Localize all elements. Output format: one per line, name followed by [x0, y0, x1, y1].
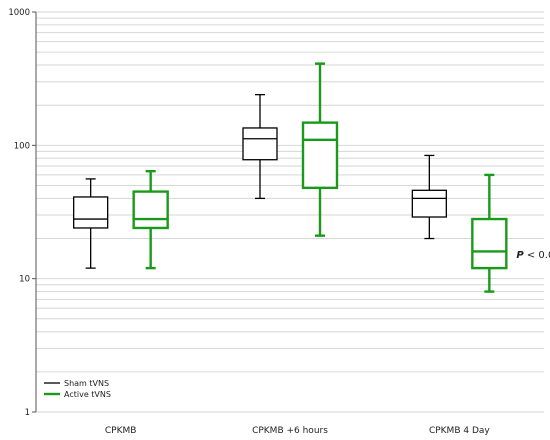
legend-label: Active tVNS — [64, 390, 111, 399]
p-value-annotation: P < 0.001* — [516, 250, 550, 261]
y-tick-label: 100 — [14, 141, 30, 151]
gridlines — [36, 11, 544, 413]
box — [411, 189, 447, 218]
y-tick-label: 10 — [19, 275, 30, 285]
category-label: CPKMB — [105, 426, 137, 436]
legend: Sham tVNS Active tVNS — [44, 379, 111, 399]
category-label: CPKMB +6 hours — [252, 426, 328, 436]
box — [301, 121, 339, 190]
annotations: P < 0.001* — [516, 250, 550, 261]
boxes — [73, 62, 508, 293]
y-axis: 1 10 100 1000 — [8, 8, 37, 418]
y-tick-label: 1 — [25, 408, 30, 418]
category-label: CPKMB 4 Day — [429, 426, 490, 436]
box — [242, 127, 278, 161]
legend-label: Sham tVNS — [64, 379, 109, 388]
y-tick-label: 1000 — [8, 8, 30, 18]
box — [471, 217, 508, 270]
x-axis-labels: CPKMB CPKMB +6 hours CPKMB 4 Day — [105, 426, 491, 436]
box — [73, 196, 109, 229]
box — [132, 190, 169, 230]
